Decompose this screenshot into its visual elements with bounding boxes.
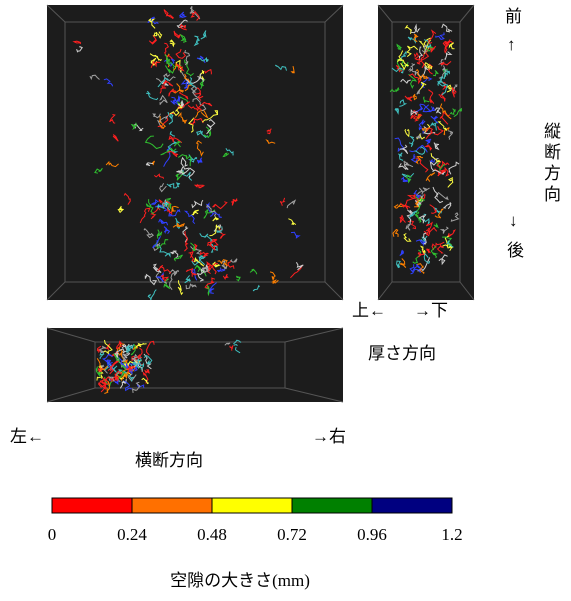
top-label: 上← bbox=[352, 301, 386, 320]
longitudinal-label: 縦断方向 bbox=[538, 122, 563, 206]
bottom-label: →下 bbox=[414, 301, 448, 320]
thickness-label: 厚さ方向 bbox=[368, 344, 436, 363]
transverse-label: 横断方向 bbox=[135, 451, 203, 470]
left-label: 左← bbox=[10, 427, 44, 446]
colorbar-tick-label: 0.72 bbox=[277, 525, 307, 544]
front-arrow: ↑ bbox=[507, 35, 516, 54]
colorbar-segment bbox=[372, 498, 452, 513]
colorbar-segment bbox=[292, 498, 372, 513]
colorbar-segment bbox=[52, 498, 132, 513]
cross-section-view bbox=[47, 328, 343, 402]
colorbar-tick-label: 0.96 bbox=[357, 525, 387, 544]
colorbar-label: 空隙の大きさ(mm) bbox=[170, 571, 310, 590]
colorbar-tick-label: 0.24 bbox=[117, 525, 147, 544]
colorbar-segment bbox=[212, 498, 292, 513]
colorbar-tick-label: 0.48 bbox=[197, 525, 227, 544]
colorbar-tick-label: 0 bbox=[48, 525, 57, 544]
colorbar-tick-label: 1.2 bbox=[441, 525, 462, 544]
right-label: →右 bbox=[312, 427, 346, 446]
back-arrow: ↓ bbox=[509, 211, 518, 230]
front-label: 前 bbox=[505, 7, 522, 26]
colorbar: 0 0.24 0.48 0.72 0.96 1.2 bbox=[48, 498, 463, 544]
back-label: 後 bbox=[507, 241, 524, 260]
figure-canvas: 前 ↑ ↓ 後 上← →下 厚さ方向 左← →右 横断方向 00.240.480… bbox=[0, 0, 571, 601]
side-view bbox=[378, 5, 474, 300]
plan-view bbox=[47, 5, 343, 300]
colorbar-segment bbox=[132, 498, 212, 513]
figure: 前 ↑ ↓ 後 上← →下 厚さ方向 左← →右 横断方向 00.240.480… bbox=[0, 0, 571, 601]
